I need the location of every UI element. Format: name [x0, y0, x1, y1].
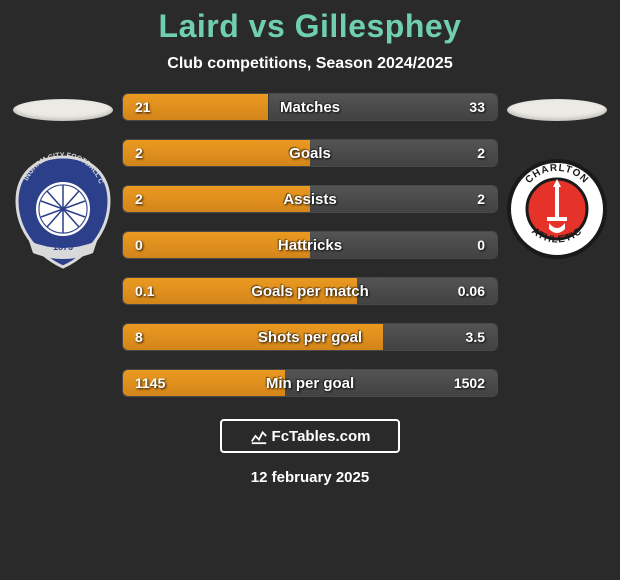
left-ellipse-decoration — [13, 99, 113, 121]
birmingham-crest: BIRMINGHAM CITY FOOTBALL CLUB 1875 — [13, 149, 113, 269]
page-subtitle: Club competitions, Season 2024/2025 — [167, 55, 452, 73]
birmingham-crest-icon: BIRMINGHAM CITY FOOTBALL CLUB 1875 — [13, 149, 113, 269]
stat-fill-right — [383, 324, 497, 350]
stat-fill-left — [123, 324, 383, 350]
stat-bar: 83.5Shots per goal — [122, 323, 498, 351]
stat-bar: 0.10.06Goals per match — [122, 277, 498, 305]
page-title: Laird vs Gillesphey — [159, 8, 462, 45]
stat-fill-left — [123, 186, 310, 212]
stat-fill-left — [123, 232, 310, 258]
stat-fill-right — [269, 94, 498, 120]
stat-fill-left — [123, 94, 268, 120]
brand-label: FcTables.com — [272, 428, 371, 445]
main-row: BIRMINGHAM CITY FOOTBALL CLUB 1875 2133M… — [0, 93, 620, 397]
stat-bar: 2133Matches — [122, 93, 498, 121]
stats-column: 2133Matches 22Goals 22Assists 00Hattricks 0.… — [118, 93, 502, 397]
stat-bar: 00Hattricks — [122, 231, 498, 259]
date-label: 12 february 2025 — [251, 469, 369, 486]
stat-fill-right — [310, 186, 497, 212]
charlton-crest-icon: CHARLTON ATHLETIC — [507, 159, 607, 259]
crest-left-year: 1875 — [53, 242, 73, 252]
stat-fill-right — [310, 232, 497, 258]
stat-fill-right — [285, 370, 497, 396]
right-player-column: CHARLTON ATHLETIC — [502, 93, 612, 269]
brand-box[interactable]: FcTables.com — [220, 419, 400, 453]
stat-fill-right — [357, 278, 497, 304]
stat-bar: 11451502Min per goal — [122, 369, 498, 397]
left-player-column: BIRMINGHAM CITY FOOTBALL CLUB 1875 — [8, 93, 118, 269]
fctables-logo-icon — [250, 427, 268, 445]
stat-bar: 22Assists — [122, 185, 498, 213]
right-ellipse-decoration — [507, 99, 607, 121]
root-container: Laird vs Gillesphey Club competitions, S… — [0, 0, 620, 580]
stat-fill-left — [123, 278, 357, 304]
stat-fill-left — [123, 370, 285, 396]
stat-fill-right — [310, 140, 497, 166]
stat-bar: 22Goals — [122, 139, 498, 167]
charlton-crest: CHARLTON ATHLETIC — [507, 149, 607, 269]
stat-fill-left — [123, 140, 310, 166]
